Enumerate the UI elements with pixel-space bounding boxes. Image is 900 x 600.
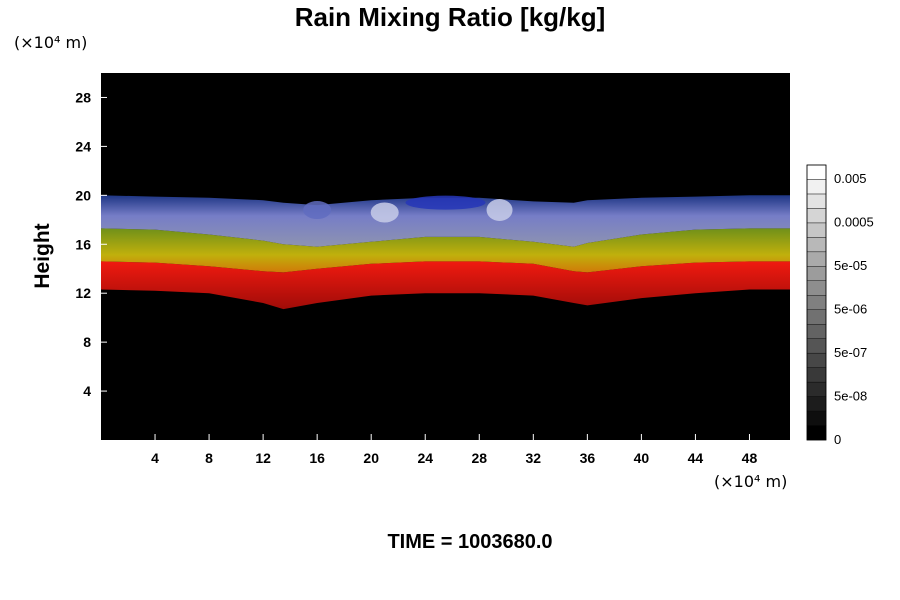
convective-cell-1: [370, 202, 399, 223]
convective-cell-2: [486, 199, 513, 222]
x-tick-label: 48: [742, 450, 758, 466]
y-tick-label: 28: [75, 89, 91, 105]
colorbar-step: [806, 425, 827, 441]
x-tick-label: 20: [363, 450, 379, 466]
colorbar-step: [806, 309, 827, 325]
colorbar-step: [806, 251, 827, 267]
colorbar-tick-label: 5e-06: [834, 302, 867, 317]
y-tick-label: 12: [75, 285, 91, 301]
y-tick-label: 20: [75, 187, 91, 203]
colorbar-step: [806, 193, 827, 209]
colorbar-tick-label: 0: [834, 432, 841, 447]
time-label: TIME = 1003680.0: [387, 531, 553, 553]
colorbar-step: [806, 266, 827, 281]
colorbar-tick-label: 5e-07: [834, 345, 867, 360]
y-tick-label: 16: [75, 236, 91, 252]
colorbar-tick-label: 5e-08: [834, 389, 867, 404]
colorbar-tick-label: 0.0005: [834, 215, 874, 230]
x-tick-label: 36: [580, 450, 596, 466]
colorbar-step: [806, 179, 827, 195]
x-tick-label: 24: [417, 450, 433, 466]
x-tick-label: 16: [309, 450, 325, 466]
colorbar-tick-label: 0.005: [834, 171, 867, 186]
colorbar-step: [806, 338, 827, 354]
colorbar-step: [806, 396, 827, 412]
convective-cell-3: [405, 195, 486, 210]
x-tick-label: 8: [205, 450, 213, 466]
x-axis-unit-label: (×10⁴ m): [714, 472, 788, 491]
convective-cell-4: [303, 201, 332, 220]
colorbar-frame: [806, 164, 827, 441]
y-tick-label: 24: [75, 138, 91, 154]
chart-title: Rain Mixing Ratio [kg/kg]: [294, 2, 606, 32]
colorbar-step: [806, 164, 827, 180]
colorbar-step: [806, 352, 827, 368]
x-tick-label: 40: [634, 450, 650, 466]
colorbar-step: [806, 295, 827, 310]
x-tick-label: 28: [471, 450, 487, 466]
x-tick-label: 44: [688, 450, 704, 466]
colorbar-tick-label: 5e-05: [834, 258, 867, 273]
colorbar-step: [806, 208, 827, 224]
rain-band-blue: [101, 195, 790, 247]
y-axis-unit-label: (×10⁴ m): [14, 33, 88, 52]
colorbar-step: [806, 280, 827, 296]
x-tick-label: 4: [151, 450, 159, 466]
colorbar-step: [806, 381, 827, 397]
colorbar-step: [806, 367, 827, 383]
y-tick-label: 8: [83, 334, 91, 350]
x-tick-label: 12: [255, 450, 271, 466]
rain-band-yellow: [101, 228, 790, 273]
colorbar-step: [806, 410, 827, 426]
x-tick-label: 32: [526, 450, 542, 466]
colorbar-step: [806, 237, 827, 253]
colorbar-step: [806, 222, 827, 238]
colorbar-step: [806, 324, 827, 339]
rain-band-red: [101, 261, 790, 310]
y-tick-label: 4: [83, 383, 91, 399]
